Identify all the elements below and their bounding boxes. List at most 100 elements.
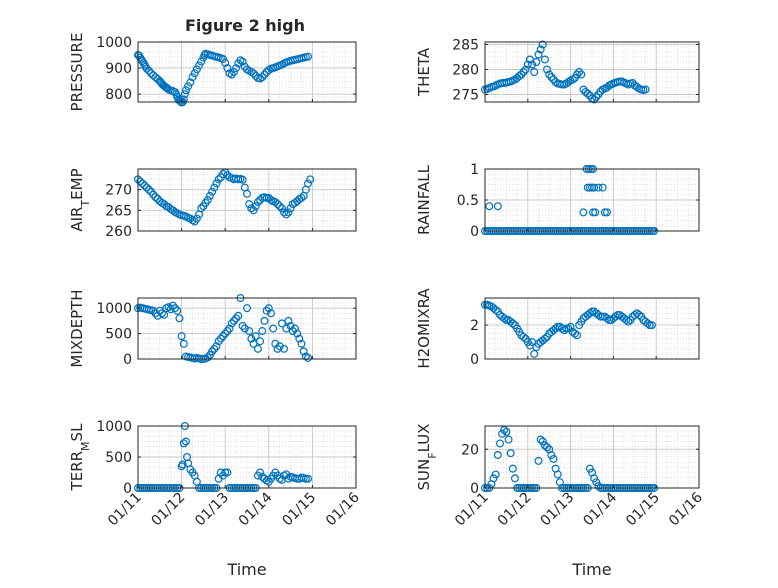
- data-point: [219, 169, 228, 178]
- x-tick-label: 01/15: [279, 490, 319, 530]
- data-point: [587, 307, 596, 316]
- data-point: [260, 70, 269, 79]
- data-point: [528, 60, 537, 69]
- y-tick-label: 800: [105, 87, 132, 103]
- data-point: [227, 70, 236, 79]
- data-point: [142, 64, 151, 73]
- data-point: [590, 95, 599, 104]
- data-point: [500, 314, 509, 323]
- data-point: [181, 437, 190, 446]
- x-tick-label: 01/13: [538, 490, 578, 530]
- x-axis-label: Time: [226, 560, 266, 579]
- data-point: [568, 75, 577, 84]
- data-point: [225, 324, 234, 333]
- data-point: [243, 304, 252, 313]
- data-point: [536, 435, 545, 444]
- data-point: [297, 339, 306, 348]
- data-point: [249, 206, 258, 215]
- data-point: [256, 337, 265, 346]
- data-point: [491, 470, 500, 479]
- data-point: [245, 327, 254, 336]
- data-point: [271, 198, 280, 207]
- data-point: [510, 474, 519, 483]
- data-point: [234, 311, 243, 320]
- data-point: [221, 58, 230, 67]
- data-point: [506, 449, 515, 458]
- data-point: [275, 342, 284, 351]
- data-point: [139, 58, 148, 67]
- x-tick-label: 01/12: [495, 490, 535, 530]
- data-point: [534, 456, 543, 465]
- data-point: [538, 40, 547, 49]
- data-point: [180, 90, 189, 99]
- y-axis-label: PRESSURE: [68, 33, 86, 112]
- data-point: [577, 70, 586, 79]
- data-point: [271, 339, 280, 348]
- data-point: [622, 316, 631, 325]
- data-point: [140, 181, 149, 190]
- data-point: [540, 334, 549, 343]
- y-tick-label: 265: [105, 203, 132, 219]
- data-point: [485, 202, 494, 211]
- axes-box: [137, 41, 357, 103]
- data-point: [598, 312, 607, 321]
- y-tick-label: 1000: [96, 301, 132, 317]
- data-point: [585, 183, 594, 192]
- data-point: [214, 337, 223, 346]
- y-tick-label: 0: [470, 481, 479, 497]
- data-point: [282, 324, 291, 333]
- data-point: [179, 339, 188, 348]
- axes-box: [137, 297, 357, 360]
- data-point: [264, 66, 273, 75]
- figure-title: Figure 2 high: [185, 16, 305, 35]
- y-tick-label: 20: [461, 442, 479, 458]
- data-point: [264, 304, 273, 313]
- data-point: [240, 324, 249, 333]
- data-point: [178, 460, 187, 469]
- data-point: [590, 183, 599, 192]
- data-point: [306, 175, 315, 184]
- data-point: [549, 454, 558, 463]
- data-point: [573, 331, 582, 340]
- data-point: [532, 57, 541, 66]
- data-point: [136, 177, 145, 186]
- data-point: [168, 301, 177, 310]
- data-point: [491, 305, 500, 314]
- x-tick-label: 01/12: [149, 490, 189, 530]
- y-tick-label: 0: [470, 352, 479, 368]
- data-point: [151, 193, 160, 202]
- data-point: [240, 62, 249, 71]
- data-point: [262, 193, 271, 202]
- data-point: [208, 187, 217, 196]
- data-point: [262, 306, 271, 315]
- data-point: [502, 427, 511, 436]
- data-point: [155, 306, 164, 315]
- data-point: [192, 214, 201, 223]
- data-point: [190, 69, 199, 78]
- y-tick-label: 280: [452, 63, 479, 79]
- data-point: [515, 71, 524, 80]
- data-point: [598, 183, 607, 192]
- data-point: [641, 85, 650, 94]
- subplot-air_temp: 260 265 270 AIRTEMP: [68, 168, 357, 240]
- y-tick-label: 1: [470, 162, 479, 178]
- y-tick-label: 0: [123, 352, 132, 368]
- y-tick-label: 2: [470, 318, 479, 334]
- data-point: [290, 324, 299, 333]
- y-axis-label: THETA: [415, 47, 433, 97]
- data-point: [149, 190, 158, 199]
- data-point: [590, 474, 599, 483]
- y-tick-label: 270: [105, 183, 132, 199]
- data-point: [147, 69, 156, 78]
- data-point: [493, 451, 502, 460]
- data-point: [589, 208, 598, 217]
- data-point: [301, 474, 310, 483]
- y-tick-label: 500: [105, 450, 132, 466]
- data-point: [179, 439, 188, 448]
- subplot-rainfall: 0 0.5 1 RAINFALL: [415, 162, 700, 240]
- data-point: [269, 324, 278, 333]
- data-point: [304, 52, 313, 61]
- data-point: [498, 429, 507, 438]
- data-point: [504, 435, 513, 444]
- subplot-pressure: 800 900 1000 PRESSURE: [68, 33, 357, 112]
